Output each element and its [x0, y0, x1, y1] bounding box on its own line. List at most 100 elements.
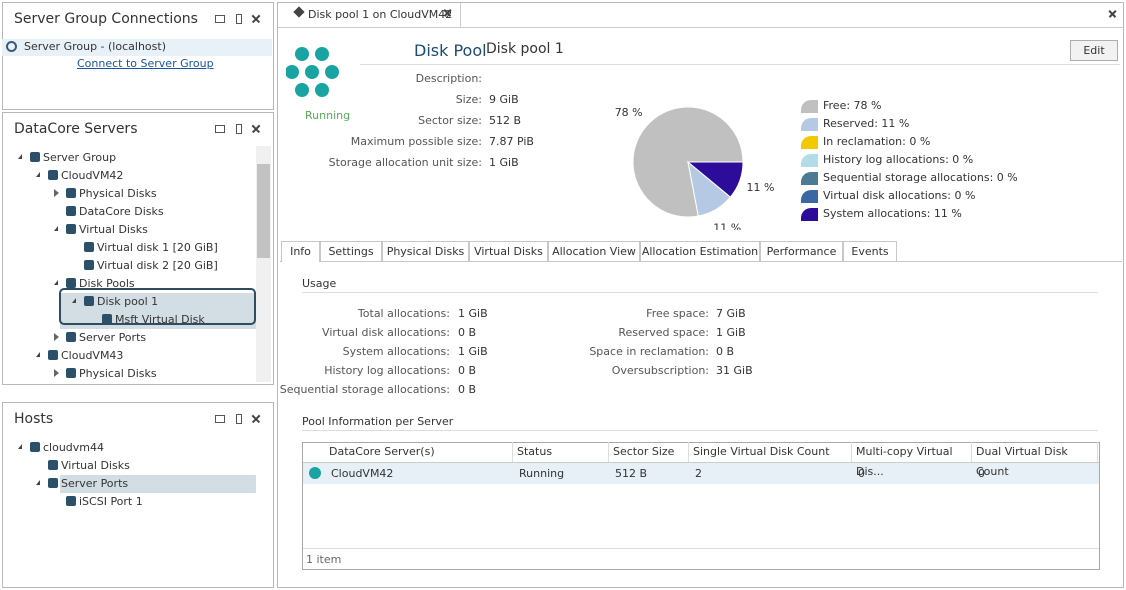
tab[interactable]: Virtual Disks — [469, 241, 548, 261]
tree-item[interactable]: CloudVM43 — [61, 349, 124, 362]
property-value: 7.87 PiB — [489, 135, 534, 148]
usage-value: 31 GiB — [716, 364, 753, 377]
pie-slice — [686, 161, 744, 198]
tree-item[interactable]: cloudvm44 — [43, 441, 105, 454]
tree-expander[interactable] — [54, 226, 58, 231]
tab[interactable]: Settings — [320, 241, 382, 261]
section-rule — [302, 430, 1098, 431]
property-label: Description: — [415, 72, 482, 85]
scroll-thumb[interactable] — [257, 164, 270, 258]
tab[interactable]: Performance — [760, 241, 843, 261]
tree-item[interactable]: Virtual Disks — [61, 459, 130, 472]
usage-label: Sequential storage allocations: — [279, 383, 450, 396]
pin-button[interactable] — [236, 14, 242, 24]
document-tab-title[interactable]: Disk pool 1 on CloudVM42 — [308, 8, 453, 21]
tree-item[interactable]: Disk Pools — [79, 277, 135, 290]
column-header[interactable]: Sector Size — [609, 442, 689, 462]
tree-icon — [66, 278, 76, 288]
tree-item[interactable]: CloudVM42 — [61, 169, 124, 182]
grid-row-highlight[interactable] — [303, 463, 1099, 484]
usage-value: 0 B — [458, 383, 477, 396]
cell: 2 — [695, 467, 702, 480]
column-header[interactable]: Single Virtual Disk Count — [689, 442, 852, 462]
usage-value: 1 GiB — [458, 307, 488, 320]
column-header[interactable]: Status — [513, 442, 609, 462]
tree-expander[interactable] — [18, 154, 22, 159]
tree-item[interactable]: iSCSI Port 1 — [79, 495, 143, 508]
tree-expander[interactable] — [54, 333, 59, 341]
tab[interactable]: Info — [281, 241, 320, 262]
tab[interactable]: Allocation Estimation — [640, 241, 760, 261]
tab[interactable]: Physical Disks — [382, 241, 469, 261]
tree-item[interactable]: Server Group — [43, 151, 117, 164]
usage-label: System allocations: — [342, 345, 450, 358]
legend-swatch — [801, 136, 818, 149]
tree-expander[interactable] — [36, 352, 40, 357]
tree-expander[interactable] — [36, 172, 40, 177]
pie-label: 11 % — [713, 221, 741, 230]
usage-value: 1 GiB — [458, 345, 488, 358]
pin-button[interactable] — [236, 414, 242, 424]
tree-item[interactable]: Virtual disk 1 [20 GiB] — [97, 241, 218, 254]
tree-item[interactable]: Server Ports — [79, 331, 147, 344]
tree-selection — [60, 475, 256, 493]
minimize-button[interactable] — [215, 15, 225, 23]
property-label: Maximum possible size: — [350, 135, 482, 148]
tree-icon — [84, 296, 94, 306]
server-group[interactable]: Server Group - (localhost) — [24, 40, 166, 53]
legend-label: Reserved: 11 % — [823, 117, 910, 130]
usage-label: Reserved space: — [618, 326, 709, 339]
column-header[interactable]: DataCore Server(s) — [325, 442, 513, 462]
cell: 0 — [978, 467, 985, 480]
tree-icon — [48, 170, 58, 180]
edit-button[interactable]: Edit — [1070, 40, 1118, 61]
usage-value: 1 GiB — [716, 326, 746, 339]
tree-icon — [48, 478, 58, 488]
cell: Running — [519, 467, 565, 480]
minimize-button[interactable] — [215, 125, 225, 133]
tree-icon — [30, 442, 40, 452]
tab[interactable]: Events — [843, 241, 897, 261]
pie-label: 11 % — [746, 181, 774, 194]
column-header[interactable]: Multi-copy Virtual Dis... — [852, 442, 972, 478]
tree-item[interactable]: Virtual disk 2 [20 GiB] — [97, 259, 218, 272]
panel-title: Server Group Connections — [14, 11, 198, 27]
tree-item[interactable]: Msft Virtual Disk — [115, 313, 205, 326]
usage-value: 7 GiB — [716, 307, 746, 320]
tree-icon — [66, 206, 76, 216]
tree-item[interactable]: Virtual Disks — [79, 223, 148, 236]
tree-expander[interactable] — [72, 298, 76, 303]
hosts-panel — [2, 402, 274, 588]
tab[interactable]: Allocation View — [548, 241, 640, 261]
tree-item[interactable]: DataCore Disks — [79, 205, 164, 218]
document-tab[interactable] — [279, 3, 461, 27]
row-icon — [309, 467, 321, 479]
usage-label: Virtual disk allocations: — [322, 326, 450, 339]
property-value: 512 B — [489, 114, 522, 127]
tree-item[interactable]: Physical Disks — [79, 187, 157, 200]
tree-item[interactable]: Disk pool 1 — [97, 295, 159, 308]
connect-link[interactable]: Connect to Server Group — [77, 57, 214, 70]
tree-selection — [60, 293, 256, 311]
tree-expander[interactable] — [54, 189, 59, 197]
tree-expander[interactable] — [54, 369, 59, 377]
tree-item[interactable]: Server Ports — [61, 477, 129, 490]
pin-button[interactable] — [236, 124, 242, 134]
cell: CloudVM42 — [331, 467, 394, 480]
property-label: Storage allocation unit size: — [328, 156, 482, 169]
tree-expander[interactable] — [36, 480, 40, 485]
legend-swatch — [801, 100, 818, 113]
column-header[interactable]: Dual Virtual Disk Count — [972, 442, 1098, 478]
pool-icon — [286, 47, 339, 97]
minimize-button[interactable] — [215, 415, 225, 423]
tree-expander[interactable] — [54, 280, 58, 285]
server-group-icon — [6, 41, 17, 52]
pie-chart: 78 % 11 % 11 % — [615, 106, 775, 230]
tree-icon — [84, 242, 94, 252]
tree-expander[interactable] — [18, 444, 22, 449]
property-label: Size: — [455, 93, 482, 106]
usage-value: 0 B — [458, 326, 477, 339]
tree-item[interactable]: Physical Disks — [79, 367, 157, 380]
status: Running — [305, 109, 351, 122]
